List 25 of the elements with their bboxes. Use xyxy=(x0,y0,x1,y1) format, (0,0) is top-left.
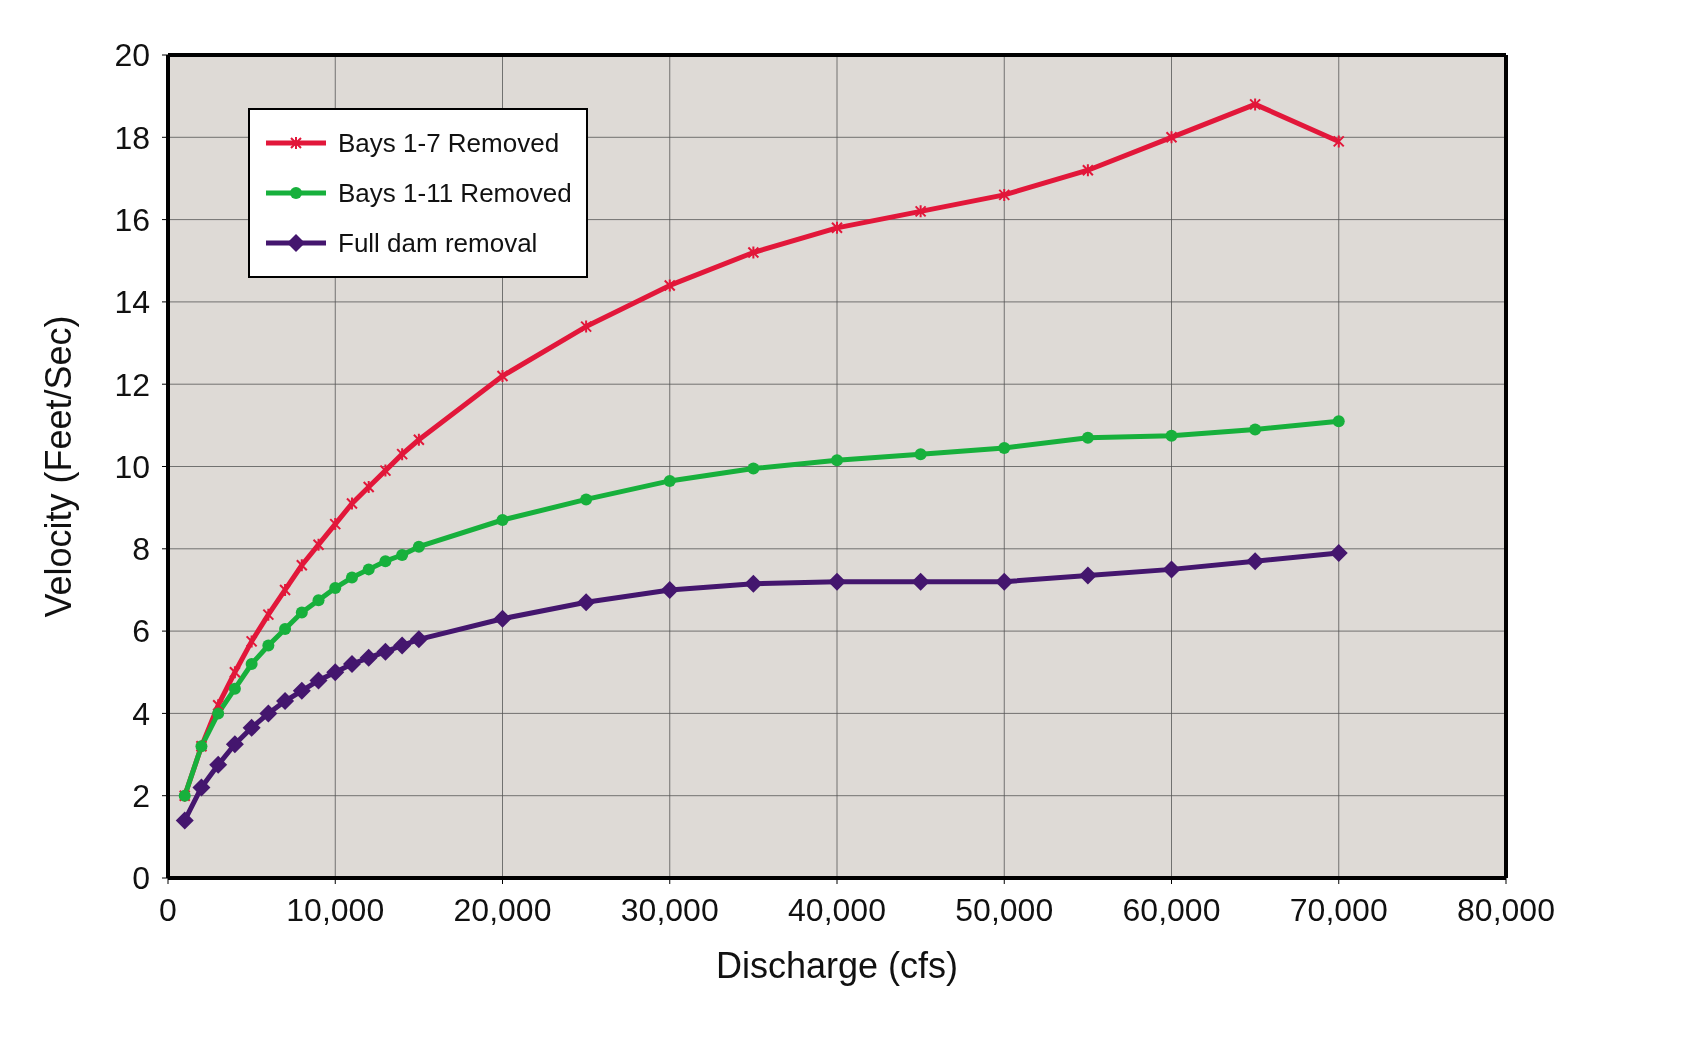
x-tick-label: 10,000 xyxy=(286,891,385,928)
x-tick-label: 30,000 xyxy=(620,891,719,928)
legend-label: Bays 1-7 Removed xyxy=(338,127,560,159)
y-tick-label: 10 xyxy=(114,448,150,485)
y-tick-label: 2 xyxy=(132,778,150,815)
legend-label: Full dam removal xyxy=(338,227,538,259)
y-tick-label: 14 xyxy=(114,284,150,321)
y-tick-label: 12 xyxy=(114,366,150,403)
x-tick-label: 50,000 xyxy=(955,891,1054,928)
y-tick-label: 4 xyxy=(132,695,150,732)
y-tick-label: 18 xyxy=(114,119,150,156)
x-tick-label: 40,000 xyxy=(788,891,886,928)
x-tick-label: 0 xyxy=(159,891,177,928)
y-tick-label: 8 xyxy=(132,531,150,568)
x-axis-title: Discharge (cfs) xyxy=(715,945,959,986)
x-tick-label: 60,000 xyxy=(1122,891,1221,928)
legend-label: Bays 1-11 Removed xyxy=(338,177,572,209)
y-tick-label: 6 xyxy=(132,613,150,650)
y-tick-label: 0 xyxy=(132,860,150,897)
x-tick-label: 20,000 xyxy=(453,891,552,928)
y-axis-title: Velocity (Feet/Sec) xyxy=(37,315,79,618)
y-tick-label: 20 xyxy=(114,37,150,74)
x-tick-label: 80,000 xyxy=(1457,891,1555,928)
x-tick-label: 70,000 xyxy=(1289,891,1388,928)
y-tick-label: 16 xyxy=(114,201,150,238)
